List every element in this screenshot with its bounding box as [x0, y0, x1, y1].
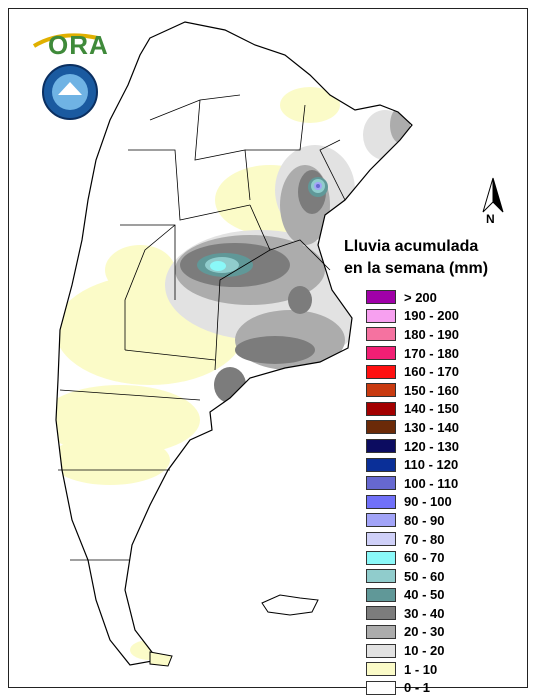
legend-swatch	[366, 569, 396, 584]
legend-label: 1 - 10	[404, 661, 438, 677]
province-borders	[58, 94, 346, 561]
legend-swatch	[366, 383, 396, 398]
legend-swatch	[366, 662, 396, 677]
legend-item: 1 - 10	[366, 660, 516, 679]
legend-label: 70 - 80	[404, 531, 445, 547]
legend-label: 40 - 50	[404, 587, 445, 603]
legend-label: 160 - 170	[404, 364, 459, 380]
legend-label: > 200	[404, 289, 437, 305]
legend-label: 20 - 30	[404, 624, 445, 640]
legend-label: 90 - 100	[404, 494, 452, 510]
legend-item: 60 - 70	[366, 548, 516, 567]
legend-swatch	[366, 457, 396, 472]
legend-label: 80 - 90	[404, 512, 445, 528]
malvinas-islands	[261, 594, 319, 616]
tierra-del-fuego	[149, 651, 173, 667]
legend-swatch	[366, 327, 396, 342]
legend-label: 180 - 190	[404, 326, 459, 342]
legend-swatch	[366, 587, 396, 602]
legend-item: 160 - 170	[366, 362, 516, 381]
legend-swatch	[366, 494, 396, 509]
legend-item: 40 - 50	[366, 586, 516, 605]
rain-100-110-core	[316, 184, 320, 188]
north-label: N	[486, 212, 495, 226]
legend-label: 140 - 150	[404, 401, 459, 417]
legend-swatch	[366, 346, 396, 361]
legend-title-line1: Lluvia acumulada	[344, 238, 479, 255]
legend-item: 30 - 40	[366, 604, 516, 623]
legend-label: 60 - 70	[404, 550, 445, 566]
legend-label: 100 - 110	[404, 475, 459, 491]
legend-swatch	[366, 364, 396, 379]
rain-60-70-zones	[210, 261, 226, 271]
legend-swatch	[366, 290, 396, 305]
legend-swatch	[366, 606, 396, 621]
legend-swatch	[366, 401, 396, 416]
legend-swatch	[366, 643, 396, 658]
legend-item: 170 - 180	[366, 344, 516, 363]
legend-item: 110 - 120	[366, 455, 516, 474]
legend-swatch	[366, 476, 396, 491]
legend: > 200 190 - 200 180 - 190 170 - 180 160 - 17…	[366, 288, 516, 697]
legend-item: 10 - 20	[366, 641, 516, 660]
legend-label: 120 - 130	[404, 438, 459, 454]
legend-item: 190 - 200	[366, 307, 516, 326]
legend-swatch	[366, 624, 396, 639]
legend-title: Lluvia acumulada en la semana (mm)	[344, 236, 514, 280]
legend-swatch	[366, 420, 396, 435]
legend-item: 150 - 160	[366, 381, 516, 400]
country-border	[55, 21, 413, 666]
legend-swatch	[366, 550, 396, 565]
north-arrow-icon	[482, 177, 504, 213]
ora-logo-swoosh	[32, 33, 99, 48]
legend-item: 90 - 100	[366, 493, 516, 512]
legend-label: 170 - 180	[404, 345, 459, 361]
legend-item: > 200	[366, 288, 516, 307]
legend-label: 190 - 200	[404, 308, 459, 324]
legend-label: 30 - 40	[404, 605, 445, 621]
legend-label: 0 - 1	[404, 680, 431, 696]
legend-item: 130 - 140	[366, 418, 516, 437]
legend-item: 120 - 130	[366, 437, 516, 456]
legend-item: 100 - 110	[366, 474, 516, 493]
legend-swatch	[366, 680, 396, 695]
legend-label: 110 - 120	[404, 457, 459, 473]
legend-swatch	[366, 513, 396, 528]
legend-item: 0 - 1	[366, 678, 516, 697]
legend-item: 140 - 150	[366, 400, 516, 419]
legend-item: 50 - 60	[366, 567, 516, 586]
legend-swatch	[366, 439, 396, 454]
legend-item: 20 - 30	[366, 623, 516, 642]
legend-swatch	[366, 308, 396, 323]
legend-label: 50 - 60	[404, 568, 445, 584]
legend-title-line2: en la semana (mm)	[344, 260, 489, 277]
legend-label: 10 - 20	[404, 643, 445, 659]
legend-label: 130 - 140	[404, 419, 459, 435]
smn-seal-icon	[42, 64, 98, 120]
legend-item: 180 - 190	[366, 325, 516, 344]
ora-logo: ORA	[48, 30, 109, 60]
legend-item: 80 - 90	[366, 511, 516, 530]
legend-swatch	[366, 532, 396, 547]
legend-item: 70 - 80	[366, 530, 516, 549]
legend-label: 150 - 160	[404, 382, 459, 398]
